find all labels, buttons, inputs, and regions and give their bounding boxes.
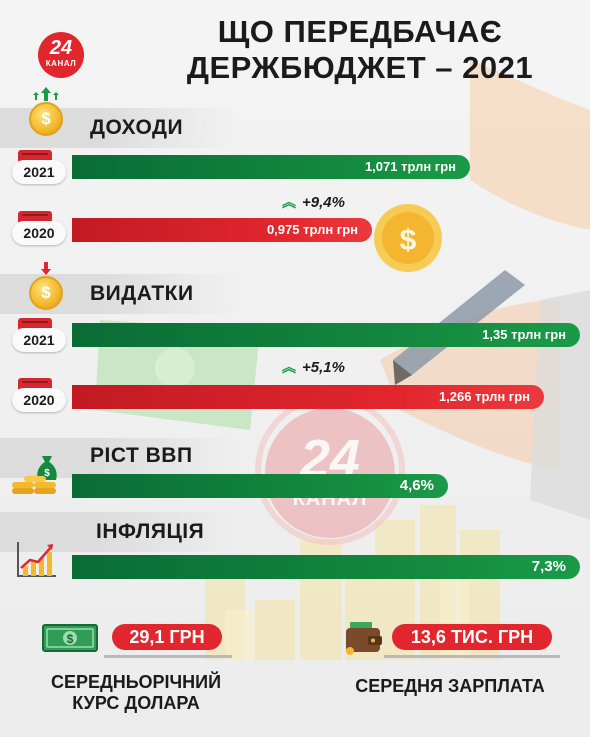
logo-word: КАНАЛ bbox=[45, 59, 77, 68]
revenue-2020-bar: 0,975 трлн грн bbox=[72, 218, 372, 242]
exchange-rate-pill: 29,1 ГРН bbox=[112, 624, 222, 650]
wallet-icon bbox=[344, 620, 384, 656]
title-line-1: ЩО ПЕРЕДБАЧАЄ bbox=[217, 14, 503, 49]
salary-caption: СЕРЕДНЯ ЗАРПЛАТА bbox=[355, 676, 545, 696]
inflation-band bbox=[0, 512, 240, 552]
channel-logo: 24 КАНАЛ bbox=[38, 32, 84, 78]
svg-text:$: $ bbox=[44, 468, 50, 479]
expenses-2020-bar: 1,266 трлн грн bbox=[72, 385, 544, 409]
year-label: 2020 bbox=[12, 388, 66, 412]
exchange-rate-underline bbox=[104, 655, 232, 658]
exchange-rate-caption: СЕРЕДНЬОРІЧНИЙ КУРС ДОЛАРА bbox=[30, 672, 242, 714]
growth-chart-icon bbox=[14, 540, 58, 580]
expenses-growth: ︽ +5,1% bbox=[282, 357, 345, 377]
year-label: 2021 bbox=[12, 160, 66, 184]
salary-pill: 13,6 ТИС. ГРН bbox=[392, 624, 552, 650]
logo-number: 24 bbox=[49, 37, 73, 59]
expenses-growth-value: +5,1% bbox=[302, 359, 345, 376]
year-label: 2021 bbox=[12, 328, 66, 352]
title-line-2: ДЕРЖБЮДЖЕТ – 2021 bbox=[186, 50, 534, 85]
gdp-bar: 4,6% bbox=[72, 474, 448, 498]
double-chevron-up-icon: ︽ bbox=[282, 359, 296, 375]
double-chevron-up-icon: ︽ bbox=[282, 194, 296, 210]
expenses-label: ВИДАТКИ bbox=[90, 282, 194, 305]
svg-text:$: $ bbox=[400, 224, 417, 257]
revenue-growth-value: +9,4% bbox=[302, 194, 345, 211]
inflation-label: ІНФЛЯЦІЯ bbox=[96, 520, 205, 543]
inflation-bar: 7,3% bbox=[72, 555, 580, 579]
money-bag-coins-icon: $ bbox=[10, 452, 62, 500]
exchange-rate-caption-line2: КУРС ДОЛАРА bbox=[72, 693, 200, 713]
dollar-banknote-icon: $ bbox=[42, 624, 98, 652]
revenue-label: ДОХОДИ bbox=[90, 116, 184, 139]
coin-with-up-arrow-icon: $ bbox=[28, 86, 64, 138]
page-title: ЩО ПЕРЕДБАЧАЄ ДЕРЖБЮДЖЕТ – 2021 bbox=[160, 14, 560, 86]
expenses-2021-bar: 1,35 трлн грн bbox=[72, 323, 580, 347]
svg-text:$: $ bbox=[67, 632, 74, 646]
watermark-logo: 24 КАНАЛ bbox=[265, 408, 395, 538]
year-label: 2020 bbox=[12, 221, 66, 245]
salary-underline bbox=[384, 655, 560, 658]
revenue-growth: ︽ +9,4% bbox=[282, 192, 345, 212]
revenue-2021-bar: 1,071 трлн грн bbox=[72, 155, 470, 179]
gdp-label: РІСТ ВВП bbox=[90, 444, 193, 467]
coin-with-down-arrow-icon: $ bbox=[28, 262, 64, 312]
exchange-rate-caption-line1: СЕРЕДНЬОРІЧНИЙ bbox=[50, 672, 222, 692]
